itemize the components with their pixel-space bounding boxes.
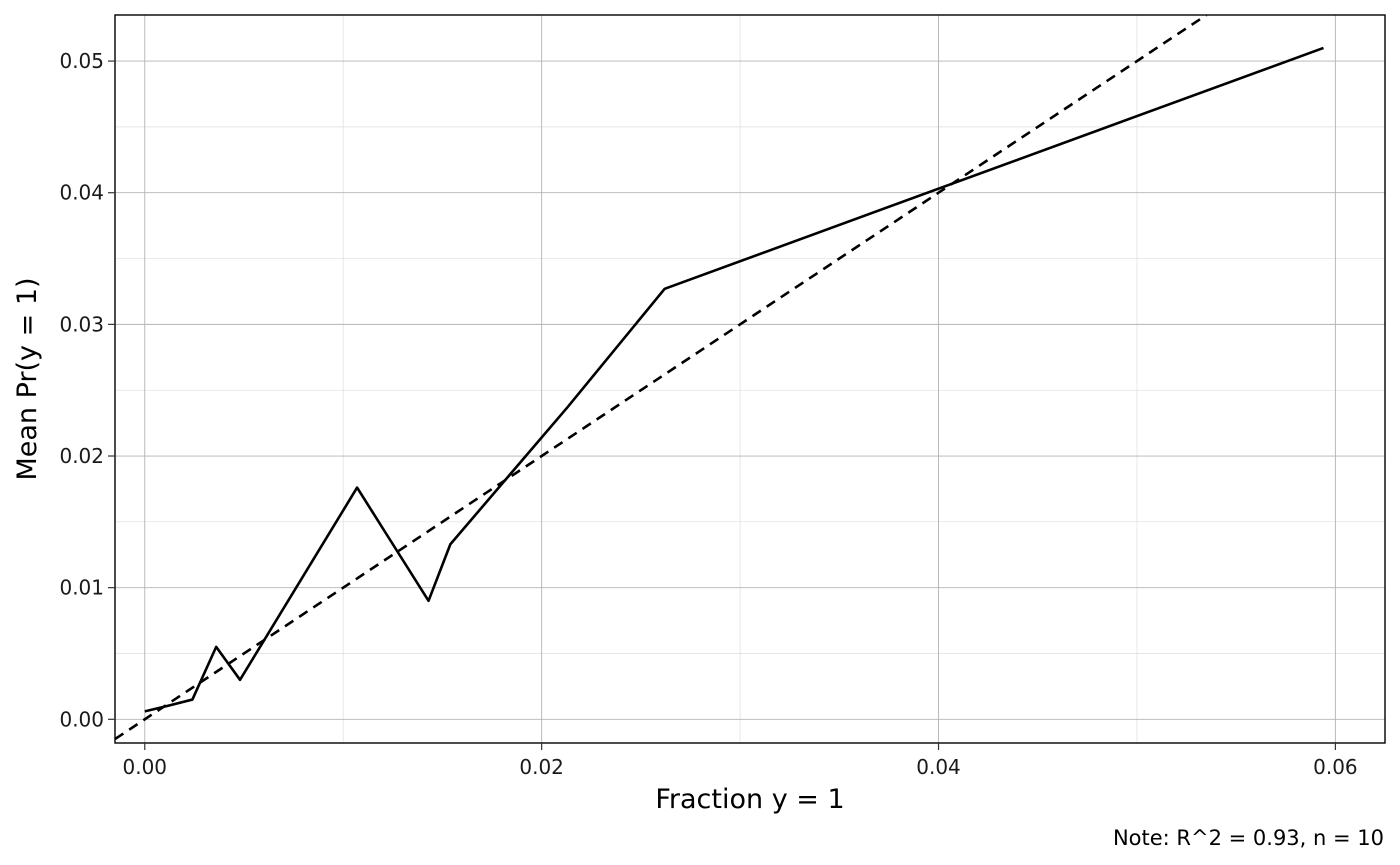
series-layer	[115, 15, 1324, 741]
x-tick-label: 0.02	[519, 755, 564, 779]
y-tick-label: 0.00	[59, 707, 104, 731]
reference-line-dashed	[115, 15, 1208, 741]
x-axis-title: Fraction y = 1	[655, 784, 844, 815]
y-axis-title: Mean Pr(y = 1)	[12, 277, 43, 480]
y-tick-label: 0.01	[59, 576, 104, 600]
y-tick-label: 0.02	[59, 444, 104, 468]
axis-ticks: 0.00 0.02 0.04 0.06 0.00 0.01 0.02 0.03 0.04 0.05	[59, 49, 1357, 779]
panel-background	[115, 15, 1385, 743]
x-tick-label: 0.04	[916, 755, 961, 779]
calibration-line	[144, 46, 1324, 713]
x-tick-label: 0.00	[123, 755, 168, 779]
panel-border	[114, 14, 1386, 744]
y-tick-label: 0.05	[59, 49, 104, 73]
caption-note: Note: R^2 = 0.93, n = 10	[1113, 826, 1384, 850]
y-tick-label: 0.03	[59, 312, 104, 336]
x-tick-label: 0.06	[1313, 755, 1358, 779]
grid-lines	[115, 15, 1385, 743]
y-tick-label: 0.04	[59, 181, 104, 205]
